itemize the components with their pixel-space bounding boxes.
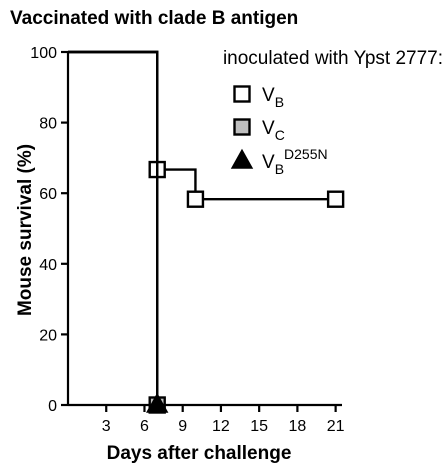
legend-marker bbox=[233, 85, 251, 103]
legend-marker bbox=[233, 118, 251, 136]
series-2 bbox=[68, 50, 166, 414]
legend: VB VC VBD255N bbox=[230, 85, 328, 177]
legend-title: inoculated with Ypst 2777: bbox=[223, 48, 443, 69]
plot-area bbox=[68, 50, 345, 414]
x-tick-label: 15 bbox=[250, 418, 268, 435]
legend-label: VBD255N bbox=[262, 146, 328, 177]
series-line bbox=[68, 50, 159, 405]
axes: 0 20 40 60 80 100 3 6 9 12 15 18 21 bbox=[30, 45, 344, 435]
chart-title: Vaccinated with clade B antigen bbox=[10, 8, 298, 29]
x-tick-label: 9 bbox=[178, 418, 187, 435]
legend-item: VBD255N bbox=[230, 146, 328, 177]
series-line bbox=[68, 50, 159, 405]
series-line bbox=[68, 50, 336, 201]
x-tick-label: 18 bbox=[288, 418, 306, 435]
legend-marker bbox=[230, 148, 254, 169]
data-point bbox=[146, 392, 169, 413]
y-tick-label: 60 bbox=[39, 186, 57, 203]
y-tick-label: 40 bbox=[39, 257, 57, 274]
x-tick-label: 3 bbox=[102, 418, 111, 435]
legend-item: VC bbox=[233, 118, 285, 143]
y-tick-label: 0 bbox=[48, 398, 57, 415]
data-point bbox=[186, 190, 205, 208]
y-axis-label: Mouse survival (%) bbox=[15, 144, 36, 316]
data-point bbox=[326, 190, 345, 208]
y-tick-label: 20 bbox=[39, 327, 57, 344]
series-3 bbox=[68, 50, 169, 413]
y-tick-label: 100 bbox=[30, 45, 57, 62]
series-1 bbox=[68, 50, 345, 208]
x-tick-label: 12 bbox=[212, 418, 230, 435]
x-tick-label: 6 bbox=[140, 418, 149, 435]
legend-item: VB bbox=[233, 85, 284, 110]
x-tick-label: 21 bbox=[327, 418, 345, 435]
x-axis-label: Days after challenge bbox=[107, 443, 292, 464]
y-tick-label: 80 bbox=[39, 116, 57, 133]
legend-label: VB bbox=[262, 85, 284, 110]
legend-label: VC bbox=[262, 118, 285, 143]
